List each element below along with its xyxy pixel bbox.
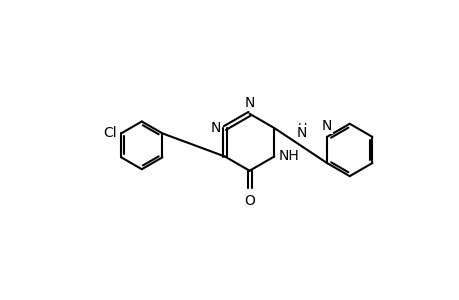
Text: N: N xyxy=(210,121,221,135)
Text: Cl: Cl xyxy=(103,126,116,140)
Text: O: O xyxy=(244,194,254,208)
Text: H: H xyxy=(297,122,306,135)
Text: N: N xyxy=(321,119,331,133)
Text: N: N xyxy=(244,96,254,110)
Text: NH: NH xyxy=(278,149,299,163)
Text: N: N xyxy=(297,126,307,140)
